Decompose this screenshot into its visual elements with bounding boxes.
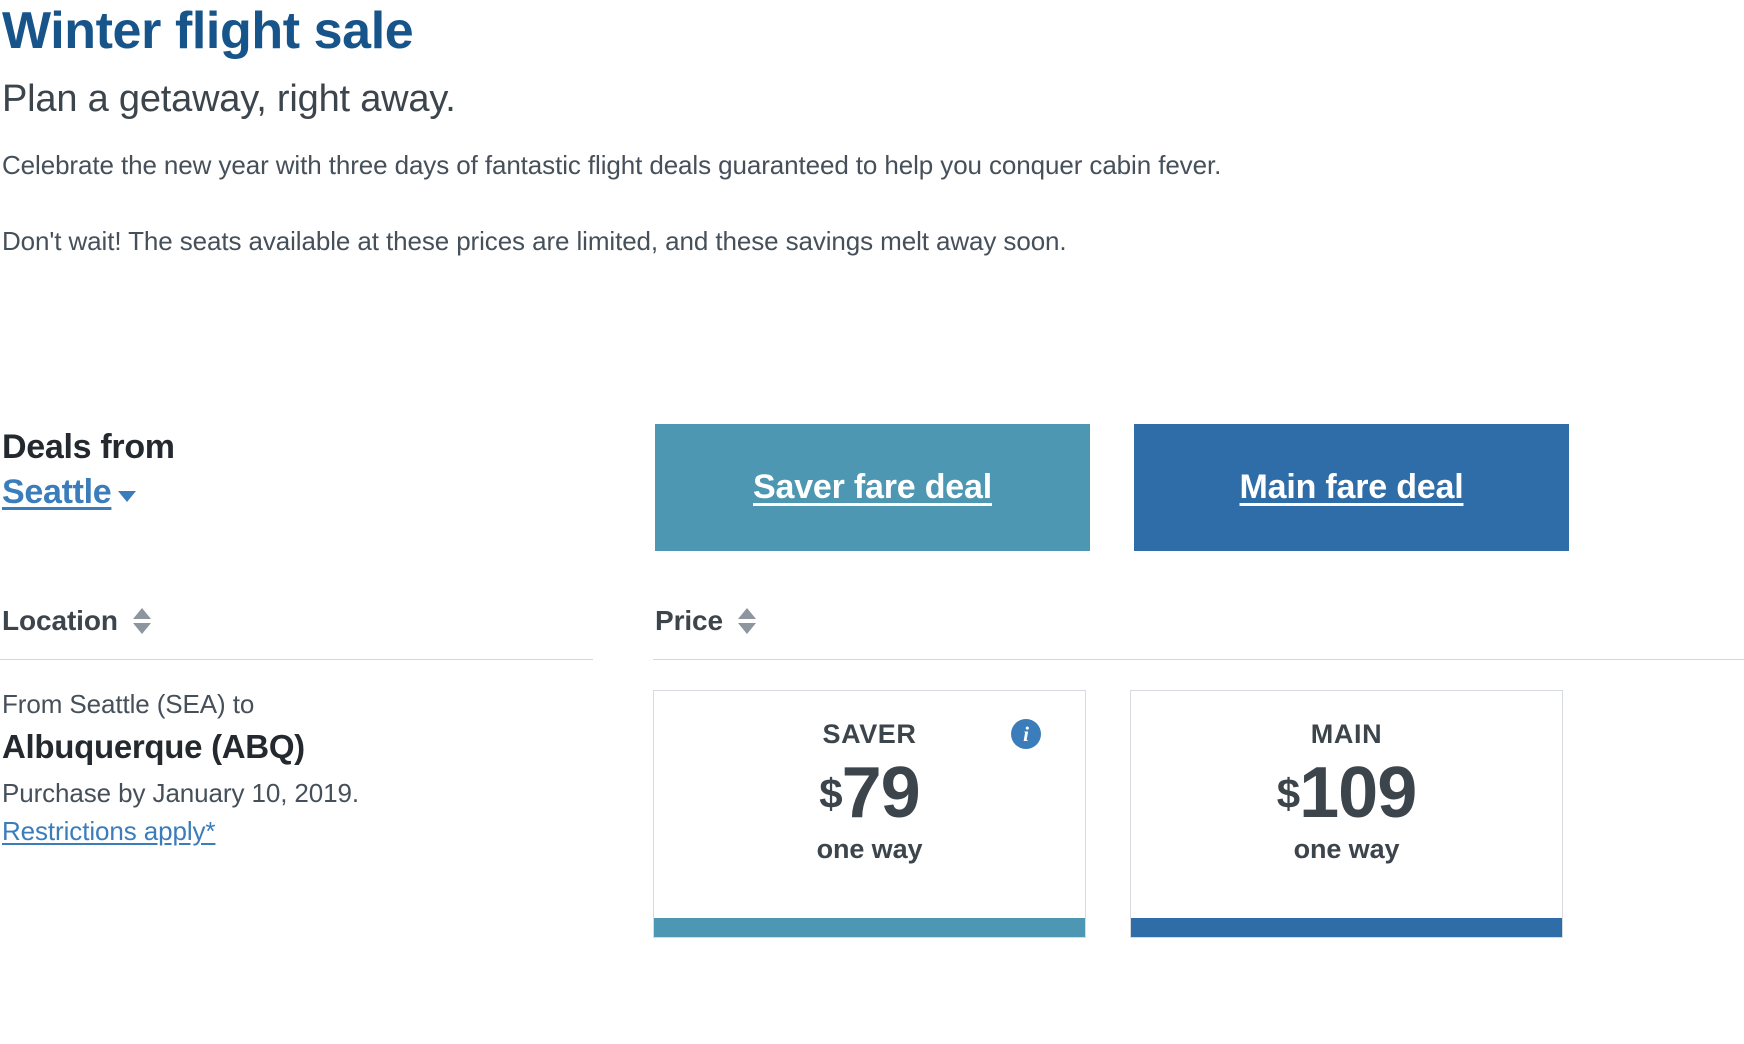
deal-location-cell: From Seattle (SEA) to Albuquerque (ABQ) … bbox=[2, 686, 602, 848]
page-subtitle: Plan a getaway, right away. bbox=[2, 78, 456, 120]
main-fare-deal-button[interactable]: Main fare deal bbox=[1134, 424, 1569, 551]
sort-arrow-up-icon bbox=[132, 608, 151, 619]
saver-currency-symbol: $ bbox=[819, 770, 842, 817]
hero-section: Winter flight sale Plan a getaway, right… bbox=[0, 0, 1744, 258]
deal-destination: Albuquerque (ABQ) bbox=[2, 728, 305, 765]
deal-purchase-by: Purchase by January 10, 2019. bbox=[2, 778, 359, 808]
saver-fare-unit: one way bbox=[816, 834, 923, 864]
main-fare-unit: one way bbox=[1293, 834, 1400, 864]
origin-city-label[interactable]: Seattle bbox=[2, 473, 112, 511]
saver-card-accent-bar bbox=[654, 918, 1085, 937]
fare-deal-buttons: Saver fare deal Main fare deal bbox=[655, 424, 1569, 551]
intro-paragraph-1: Celebrate the new year with three days o… bbox=[2, 150, 1222, 180]
deals-origin-selector: Deals from Seattle bbox=[2, 426, 602, 514]
table-header-row: Location Price bbox=[0, 605, 1744, 673]
sort-header-price[interactable]: Price bbox=[655, 605, 756, 637]
deals-toolbar: Deals from Seattle Saver fare deal Main … bbox=[0, 418, 1744, 558]
main-amount-value: 109 bbox=[1299, 753, 1417, 833]
intro-paragraph-2: Don't wait! The seats available at these… bbox=[2, 226, 1067, 256]
saver-amount-value: 79 bbox=[841, 753, 921, 833]
saver-fare-deal-label: Saver fare deal bbox=[753, 468, 992, 506]
chevron-down-icon bbox=[118, 491, 137, 502]
location-column-divider bbox=[0, 659, 593, 660]
sort-arrows-icon[interactable] bbox=[738, 608, 756, 634]
saver-fare-card[interactable]: SAVER $79 one way i bbox=[653, 690, 1086, 938]
origin-city-dropdown[interactable]: Seattle bbox=[2, 470, 137, 514]
location-column-label: Location bbox=[2, 605, 118, 636]
info-icon[interactable]: i bbox=[1011, 719, 1041, 749]
saver-fare-label: SAVER bbox=[822, 719, 917, 749]
main-fare-card[interactable]: MAIN $109 one way bbox=[1130, 690, 1563, 938]
main-fare-label: MAIN bbox=[1310, 719, 1383, 749]
deal-price-cells: SAVER $79 one way i MAIN $109 one way bbox=[653, 690, 1563, 938]
main-fare-deal-label: Main fare deal bbox=[1239, 468, 1464, 506]
sort-arrow-down-icon bbox=[132, 623, 151, 634]
price-column-label: Price bbox=[655, 605, 723, 636]
page-title: Winter flight sale bbox=[2, 2, 414, 60]
main-fare-price: $109 bbox=[1276, 753, 1418, 833]
main-card-accent-bar bbox=[1131, 918, 1562, 937]
saver-fare-deal-button[interactable]: Saver fare deal bbox=[655, 424, 1090, 551]
deal-origin-text: From Seattle (SEA) to bbox=[2, 689, 255, 719]
price-column-divider bbox=[653, 659, 1744, 660]
sort-arrow-up-icon bbox=[738, 608, 756, 619]
sort-header-location[interactable]: Location bbox=[2, 605, 151, 637]
deals-from-label: Deals from bbox=[2, 428, 175, 466]
restrictions-apply-link[interactable]: Restrictions apply* bbox=[2, 816, 216, 846]
main-currency-symbol: $ bbox=[1276, 770, 1300, 817]
saver-fare-price: $79 bbox=[819, 753, 921, 833]
sort-arrow-down-icon bbox=[738, 623, 756, 634]
sort-arrows-icon[interactable] bbox=[132, 608, 151, 634]
